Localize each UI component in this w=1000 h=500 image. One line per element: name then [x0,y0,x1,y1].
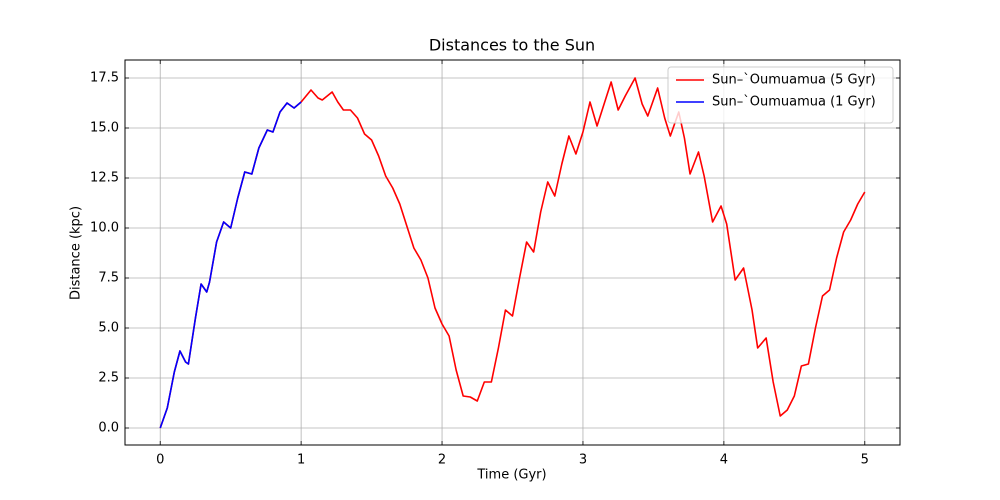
x-tick-label: 4 [720,453,728,468]
y-tick-label: 15.0 [90,121,119,136]
series-line [159,77,866,429]
legend-label: Sun–`Oumuamua (5 Gyr) [712,73,876,88]
y-tick-label: 10.0 [90,221,119,236]
legend-box [667,66,894,124]
series-line [159,101,302,429]
y-tick-label: 12.5 [90,171,119,186]
plot-frame [124,59,901,446]
x-tick-label: 3 [579,453,587,468]
x-tick-label: 0 [156,453,164,468]
x-tick-label: 5 [861,453,869,468]
y-tick-label: 7.5 [98,271,119,286]
chart-title: Distances to the Sun [429,36,595,55]
y-tick-label: 0.0 [98,421,119,436]
x-tick-label: 2 [438,453,446,468]
y-tick-label: 2.5 [98,371,119,386]
x-tick-label: 1 [297,453,305,468]
legend-label: Sun–`Oumuamua (1 Gyr) [712,95,876,110]
y-tick-label: 5.0 [98,321,119,336]
y-axis-label: Distance (kpc) [69,206,84,300]
y-tick-label: 17.5 [90,71,119,86]
x-axis-label: Time (Gyr) [476,468,546,483]
